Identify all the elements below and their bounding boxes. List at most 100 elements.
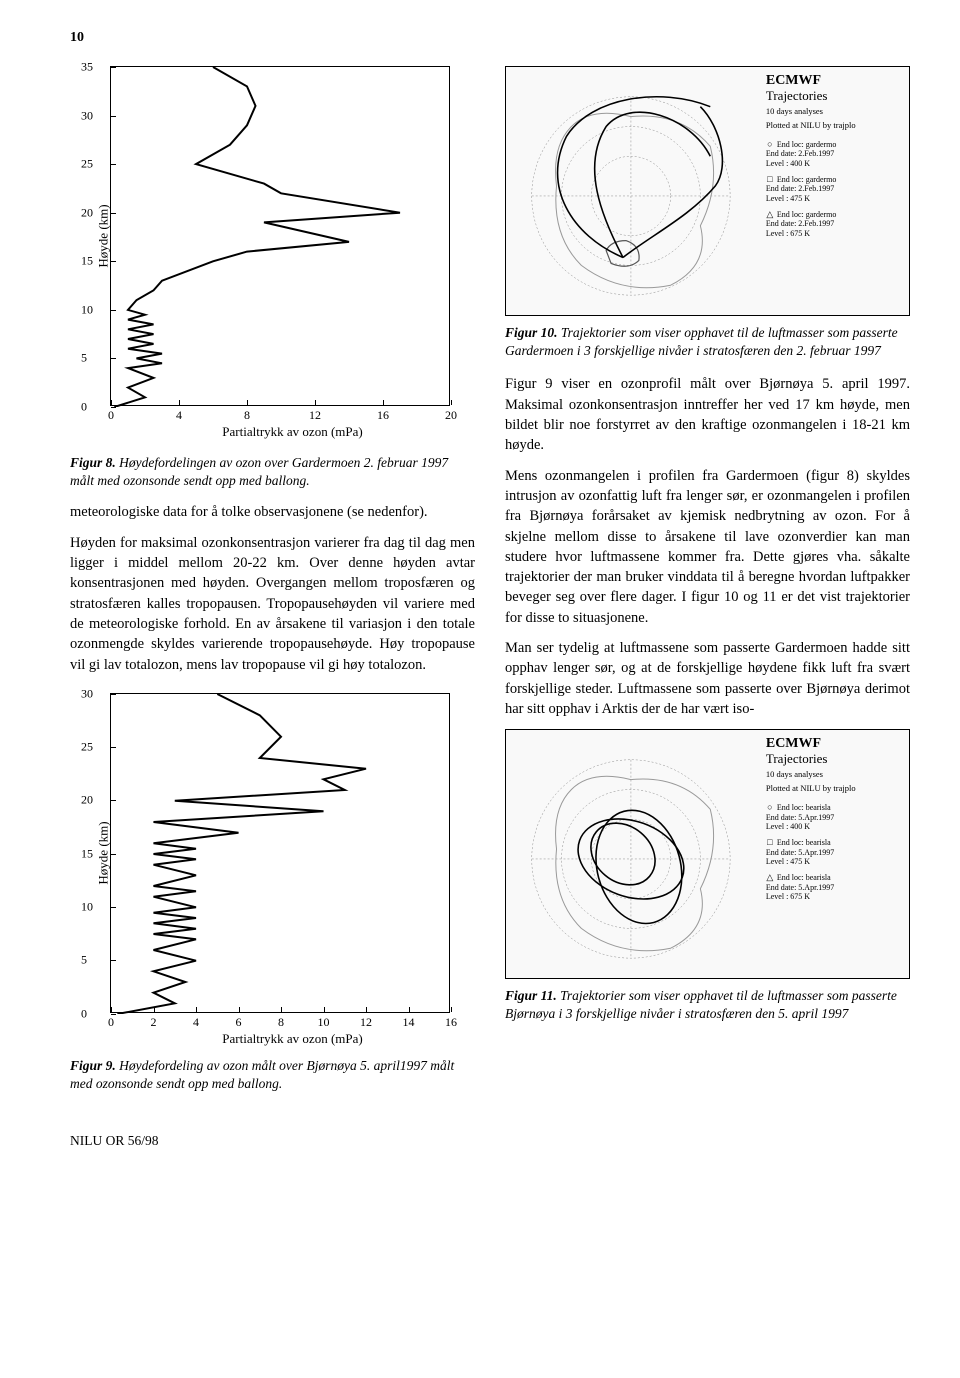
x-tick: 6 bbox=[236, 1015, 242, 1030]
figure10-legend: ECMWF Trajectories 10 days analyses Plot… bbox=[756, 67, 909, 315]
legend-marker-icon: △ bbox=[766, 209, 774, 220]
x-tick: 14 bbox=[403, 1015, 415, 1030]
legend-line: End date: 5.Apr.1997 bbox=[766, 813, 834, 822]
y-tick: 5 bbox=[81, 351, 87, 366]
figure10-caption: Figur 10. Trajektorier som viser opphave… bbox=[505, 324, 910, 360]
legend-line: End loc: gardermo bbox=[777, 175, 837, 184]
legend-line: End date: 2.Feb.1997 bbox=[766, 219, 834, 228]
legend-marker-icon: ○ bbox=[766, 802, 774, 813]
figure11-map: ECMWF Trajectories 10 days analyses Plot… bbox=[505, 729, 910, 979]
footer: NILU OR 56/98 bbox=[70, 1133, 475, 1149]
body-left-p1: meteorologiske data for å tolke observas… bbox=[70, 502, 475, 522]
legend-entry: □End loc: bearislaEnd date: 5.Apr.1997Le… bbox=[766, 837, 903, 867]
body-right-p2: Mens ozonmangelen i profilen fra Garderm… bbox=[505, 466, 910, 628]
figure11-caption-text: Trajektorier som viser opphavet til de l… bbox=[505, 988, 897, 1021]
y-tick: 20 bbox=[81, 793, 93, 808]
figure10-caption-label: Figur 10. bbox=[505, 325, 558, 340]
page-number: 10 bbox=[70, 30, 910, 46]
right-column: ECMWF Trajectories 10 days analyses Plot… bbox=[505, 66, 910, 1149]
figure10-map-graphic bbox=[506, 67, 756, 315]
figure9-wrapper: 0510152025300246810121416 Høyde (km) bbox=[110, 693, 475, 1013]
legend-line: End date: 2.Feb.1997 bbox=[766, 149, 834, 158]
figure10-legend-title: ECMWF bbox=[766, 73, 903, 89]
x-tick: 0 bbox=[108, 1015, 114, 1030]
x-tick: 12 bbox=[360, 1015, 372, 1030]
figure11-legend-meta1: 10 days analyses bbox=[766, 770, 903, 780]
figure9-ylabel: Høyde (km) bbox=[96, 821, 112, 884]
legend-line: End loc: bearisla bbox=[777, 838, 831, 847]
body-right-p1: Figur 9 viser en ozonprofil målt over Bj… bbox=[505, 374, 910, 455]
legend-entry: ○End loc: bearislaEnd date: 5.Apr.1997Le… bbox=[766, 802, 903, 832]
profile-line bbox=[111, 694, 451, 1014]
legend-line: Level : 400 K bbox=[766, 822, 810, 831]
figure8-xlabel: Partialtrykk av ozon (mPa) bbox=[110, 424, 475, 440]
legend-entry: △End loc: bearislaEnd date: 5.Apr.1997Le… bbox=[766, 872, 903, 902]
x-tick: 2 bbox=[151, 1015, 157, 1030]
figure10-legend-subtitle: Trajectories bbox=[766, 89, 903, 104]
y-tick: 35 bbox=[81, 60, 93, 75]
two-column-layout: 05101520253035048121620 Høyde (km) Parti… bbox=[70, 66, 910, 1149]
legend-marker-icon: □ bbox=[766, 174, 774, 185]
figure11-caption: Figur 11. Trajektorier som viser opphave… bbox=[505, 987, 910, 1023]
figure11-caption-label: Figur 11. bbox=[505, 988, 557, 1003]
y-tick: 25 bbox=[81, 157, 93, 172]
y-tick: 10 bbox=[81, 302, 93, 317]
figure11-legend: ECMWF Trajectories 10 days analyses Plot… bbox=[756, 730, 909, 978]
legend-line: End date: 5.Apr.1997 bbox=[766, 848, 834, 857]
x-tick: 8 bbox=[278, 1015, 284, 1030]
legend-line: End date: 5.Apr.1997 bbox=[766, 883, 834, 892]
legend-line: Level : 475 K bbox=[766, 194, 810, 203]
figure10-legend-meta2: Plotted at NILU by trajplo bbox=[766, 121, 903, 131]
y-tick: 10 bbox=[81, 900, 93, 915]
x-tick: 10 bbox=[318, 1015, 330, 1030]
figure11-map-graphic bbox=[506, 730, 756, 978]
legend-line: End loc: gardermo bbox=[777, 210, 837, 219]
body-left-p2: Høyden for maksimal ozonkonsentrasjon va… bbox=[70, 533, 475, 675]
y-tick: 20 bbox=[81, 205, 93, 220]
figure8-caption-text: Høydefordelingen av ozon over Gardermoen… bbox=[70, 455, 448, 488]
legend-marker-icon: □ bbox=[766, 837, 774, 848]
legend-line: End loc: bearisla bbox=[777, 803, 831, 812]
body-right-p3: Man ser tydelig at luftmassene som passe… bbox=[505, 638, 910, 719]
figure9-caption: Figur 9. Høydefordeling av ozon målt ove… bbox=[70, 1057, 475, 1093]
figure9-chart: 0510152025300246810121416 bbox=[110, 693, 450, 1013]
y-tick: 15 bbox=[81, 846, 93, 861]
figure8-chart: 05101520253035048121620 bbox=[110, 66, 450, 406]
x-tick: 16 bbox=[445, 1015, 457, 1030]
figure8-caption: Figur 8. Høydefordelingen av ozon over G… bbox=[70, 454, 475, 490]
x-tick: 16 bbox=[377, 408, 389, 423]
legend-line: End date: 2.Feb.1997 bbox=[766, 184, 834, 193]
figure9-caption-text: Høydefordeling av ozon målt over Bjørnøy… bbox=[70, 1058, 454, 1091]
x-tick: 4 bbox=[193, 1015, 199, 1030]
x-tick: 8 bbox=[244, 408, 250, 423]
x-tick: 20 bbox=[445, 408, 457, 423]
figure11-legend-subtitle: Trajectories bbox=[766, 752, 903, 767]
legend-line: Level : 400 K bbox=[766, 159, 810, 168]
legend-marker-icon: ○ bbox=[766, 139, 774, 150]
x-tick: 4 bbox=[176, 408, 182, 423]
profile-line bbox=[111, 67, 451, 407]
figure9-caption-label: Figur 9. bbox=[70, 1058, 116, 1073]
y-tick: 25 bbox=[81, 740, 93, 755]
legend-entry: ○End loc: gardermoEnd date: 2.Feb.1997Le… bbox=[766, 139, 903, 169]
y-tick: 0 bbox=[81, 400, 87, 415]
y-tick: 15 bbox=[81, 254, 93, 269]
legend-entry: □End loc: gardermoEnd date: 2.Feb.1997Le… bbox=[766, 174, 903, 204]
y-tick: 0 bbox=[81, 1006, 87, 1021]
figure10-map: ECMWF Trajectories 10 days analyses Plot… bbox=[505, 66, 910, 316]
x-tick: 12 bbox=[309, 408, 321, 423]
legend-line: Level : 475 K bbox=[766, 857, 810, 866]
figure8-caption-label: Figur 8. bbox=[70, 455, 116, 470]
legend-marker-icon: △ bbox=[766, 872, 774, 883]
legend-line: End loc: bearisla bbox=[777, 873, 831, 882]
y-tick: 5 bbox=[81, 953, 87, 968]
legend-line: End loc: gardermo bbox=[777, 140, 837, 149]
figure11-legend-meta2: Plotted at NILU by trajplo bbox=[766, 784, 903, 794]
x-tick: 0 bbox=[108, 408, 114, 423]
figure9-xlabel: Partialtrykk av ozon (mPa) bbox=[110, 1031, 475, 1047]
y-tick: 30 bbox=[81, 108, 93, 123]
legend-line: Level : 675 K bbox=[766, 229, 810, 238]
figure8-wrapper: 05101520253035048121620 Høyde (km) bbox=[110, 66, 475, 406]
figure10-legend-meta1: 10 days analyses bbox=[766, 107, 903, 117]
figure10-caption-text: Trajektorier som viser opphavet til de l… bbox=[505, 325, 898, 358]
